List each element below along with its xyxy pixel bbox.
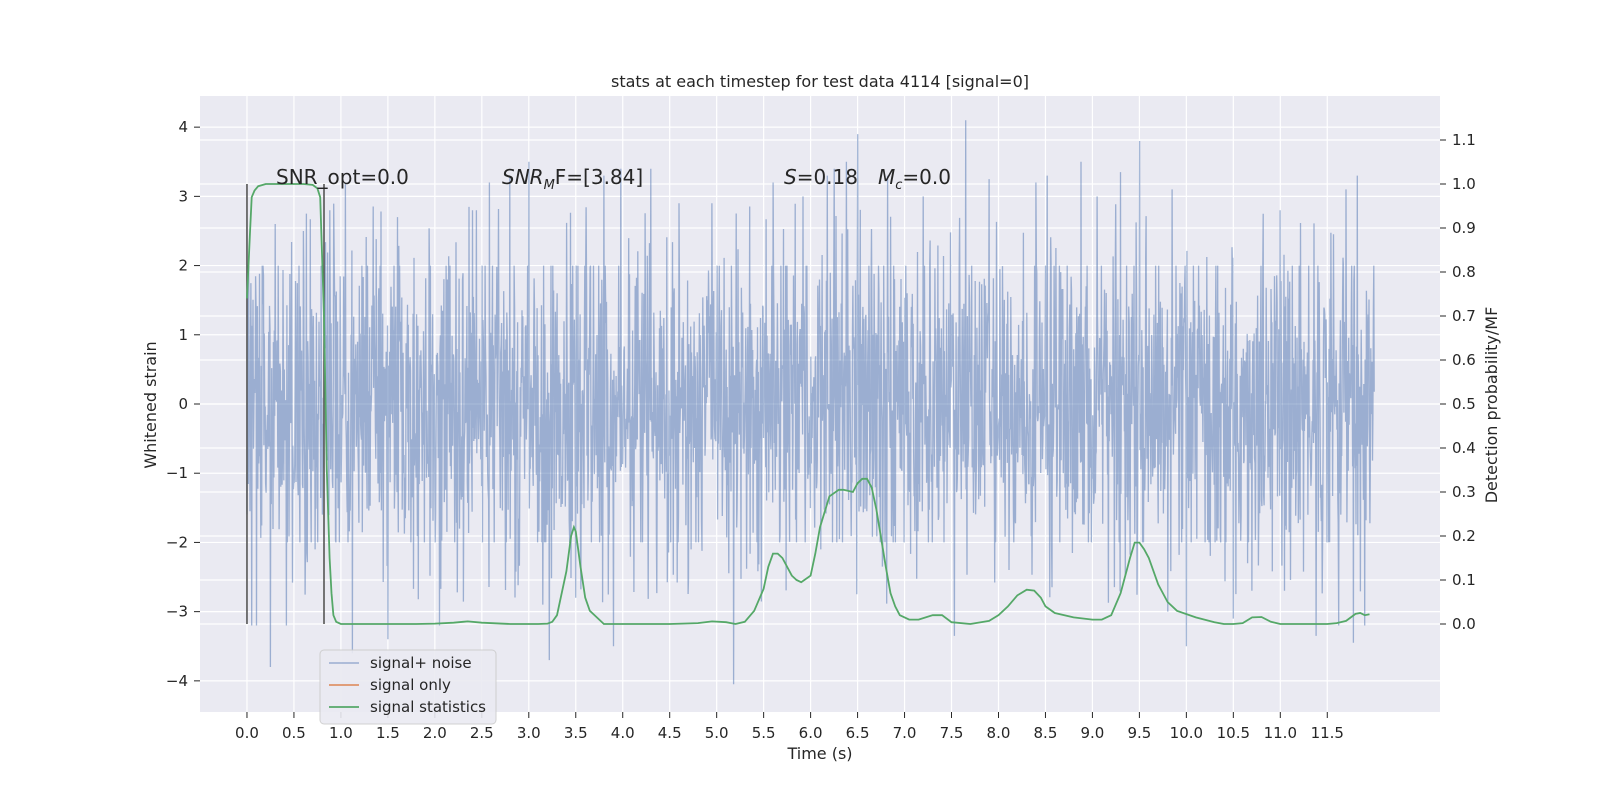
x-tick-label: 8.5: [1034, 724, 1058, 742]
y-tick-label: −4: [166, 672, 188, 690]
x-tick-label: 4.0: [611, 724, 635, 742]
y2-tick-label: 0.8: [1452, 263, 1476, 281]
annotation-s: S=0.18: [784, 165, 858, 189]
annotation-snr-mf-sub: M: [544, 178, 555, 193]
y-tick-label: −3: [166, 603, 188, 621]
y2-tick-label: 0.5: [1452, 395, 1476, 413]
x-tick-label: 2.5: [470, 724, 494, 742]
x-tick-label: 11.5: [1311, 724, 1344, 742]
annotation-snr-mf-prefix: SNR: [502, 165, 544, 189]
y2-tick-label: 0.6: [1452, 351, 1476, 369]
annotation-mc-value: =0.0: [902, 165, 951, 189]
y2-tick-label: 1.0: [1452, 175, 1476, 193]
legend-box: [319, 649, 497, 725]
signal-statistics-line: [246, 183, 1370, 625]
legend-label-signal-only: signal only: [370, 676, 451, 694]
x-tick-label: 5.0: [705, 724, 729, 742]
annotation-s-prefix: S: [784, 165, 797, 189]
y2-tick-label: 0.1: [1452, 571, 1476, 589]
legend-label-signal-noise: signal+ noise: [370, 654, 472, 672]
x-tick-label: 6.5: [846, 724, 870, 742]
signal-noise-line: [246, 120, 1375, 685]
annotation-snr-mf: SNRMF=[3.84]: [502, 165, 643, 193]
y-tick-label: 2: [178, 257, 188, 275]
y2-axis-label: Detection probability/MF: [1482, 307, 1501, 504]
annotation-snr-mf-suffix: F=[3.84]: [555, 165, 643, 189]
y2-tick-label: 0.2: [1452, 527, 1476, 545]
x-tick-label: 10.5: [1217, 724, 1250, 742]
x-tick-label: 2.0: [423, 724, 447, 742]
legend: signal+ noise signal only signal statist…: [319, 649, 497, 725]
y2-tick-label: 0.9: [1452, 219, 1476, 237]
annotation-snr-opt: SNR_opt=0.0: [276, 165, 409, 189]
x-axis: 0.0 0.5 1.0 1.5 2.0 2.5 3.0 3.5 4.0 4.5 5.0 5.5 6.0 6…: [235, 712, 1344, 742]
y2-tick-label: 0.4: [1452, 439, 1476, 457]
signal-noise-series: [246, 120, 1375, 685]
legend-label-signal-statistics: signal statistics: [370, 698, 486, 716]
signal-statistics-series: [246, 183, 1370, 625]
y-axis-left: 4 3 2 1 0 −1 −2 −3 −4: [166, 118, 200, 690]
x-tick-label: 10.0: [1170, 724, 1203, 742]
x-tick-label: 3.0: [517, 724, 541, 742]
x-tick-label: 5.5: [752, 724, 776, 742]
x-tick-label: 11.0: [1264, 724, 1297, 742]
x-tick-label: 1.0: [329, 724, 353, 742]
x-tick-label: 4.5: [658, 724, 682, 742]
y-tick-label: −2: [166, 533, 188, 551]
y2-tick-label: 0.3: [1452, 483, 1476, 501]
x-tick-label: 9.5: [1127, 724, 1151, 742]
y-tick-label: 3: [178, 187, 188, 205]
y-tick-label: 4: [178, 118, 188, 136]
y-tick-label: −1: [166, 464, 188, 482]
chart-title: stats at each timestep for test data 411…: [611, 72, 1029, 91]
y-axis-right: 1.1 1.0 0.9 0.8 0.7 0.6 0.5 0.4 0.3 0.2 0.1 0.0: [1440, 131, 1476, 633]
annotation-mc-prefix: M: [878, 165, 895, 189]
annotation-s-value: =0.18: [797, 165, 858, 189]
annotation-mc: Mc=0.0: [878, 165, 951, 193]
x-axis-label: Time (s): [786, 744, 852, 763]
y2-tick-label: 0.0: [1452, 615, 1476, 633]
x-tick-label: 8.0: [987, 724, 1011, 742]
x-tick-label: 9.0: [1080, 724, 1104, 742]
y2-tick-label: 1.1: [1452, 131, 1476, 149]
y2-tick-label: 0.7: [1452, 307, 1476, 325]
vertical-markers: [246, 184, 325, 624]
x-tick-label: 7.0: [893, 724, 917, 742]
x-tick-label: 0.0: [235, 724, 259, 742]
x-tick-label: 0.5: [282, 724, 306, 742]
annotation-mc-sub: c: [895, 178, 902, 193]
y-tick-label: 0: [178, 395, 188, 413]
x-tick-label: 3.5: [564, 724, 588, 742]
y-axis-label: Whitened strain: [141, 341, 160, 468]
x-tick-label: 1.5: [376, 724, 400, 742]
x-tick-label: 6.0: [799, 724, 823, 742]
x-tick-label: 7.5: [940, 724, 964, 742]
y-tick-label: 1: [178, 326, 188, 344]
